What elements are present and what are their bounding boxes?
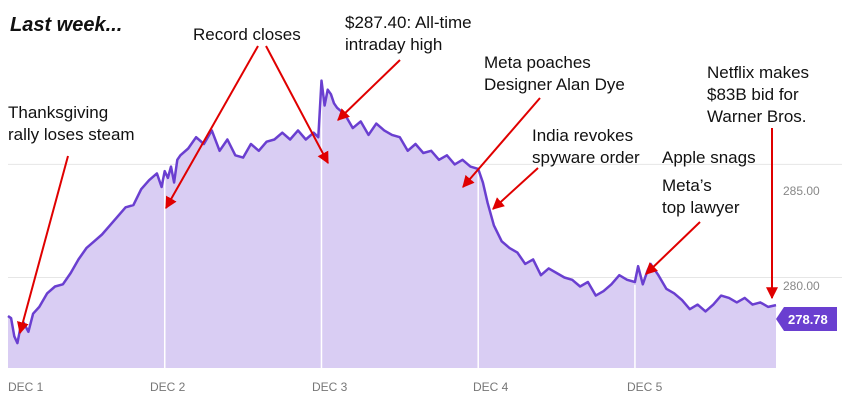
annotations: Thanksgiving rally loses steam Record cl… <box>8 13 809 217</box>
arrow-thanksgiving <box>17 155 69 335</box>
annotation-record-closes: Record closes <box>193 25 301 44</box>
annotation-text: Apple snags <box>662 148 756 167</box>
annotation-text: Warner Bros. <box>707 107 807 126</box>
x-tick-label: DEC 3 <box>312 380 348 394</box>
annotation-arrows <box>17 45 778 335</box>
annotation-text: Designer Alan Dye <box>484 75 625 94</box>
price-area <box>8 80 776 368</box>
annotation-text: Record closes <box>193 25 301 44</box>
x-tick-label: DEC 4 <box>473 380 509 394</box>
annotation-meta-poaches: Meta poaches Designer Alan Dye <box>484 53 625 94</box>
annotation-text: Meta’s <box>662 176 712 195</box>
arrow-apple-snags <box>645 221 701 275</box>
annotation-netflix-bid: Netflix makes $83B bid for Warner Bros. <box>707 63 809 126</box>
annotation-text: $83B bid for <box>707 85 799 104</box>
x-axis: DEC 1 DEC 2 DEC 3 DEC 4 DEC 5 <box>8 380 663 394</box>
y-tick-label: 285.00 <box>783 184 820 198</box>
x-tick-label: DEC 1 <box>8 380 44 394</box>
annotation-text: $287.40: All-time <box>345 13 472 32</box>
annotation-apple-snags: Apple snags Meta’s top lawyer <box>662 148 756 217</box>
annotation-thanksgiving: Thanksgiving rally loses steam <box>8 103 135 144</box>
y-axis: 285.00 280.00 <box>783 184 820 293</box>
annotation-text: Thanksgiving <box>8 103 108 122</box>
annotation-text: top lawyer <box>662 198 740 217</box>
arrow-record-close-2 <box>265 45 329 165</box>
x-tick-label: DEC 2 <box>150 380 186 394</box>
last-price-badge-shape <box>776 307 837 331</box>
arrow-meta-poaches <box>462 97 541 188</box>
chart-title: Last week... <box>10 14 122 36</box>
annotation-text: rally loses steam <box>8 125 135 144</box>
annotation-text: Netflix makes <box>707 63 809 82</box>
last-price-label: 278.78 <box>788 312 828 327</box>
day-dividers <box>163 83 636 368</box>
arrow-india-revokes <box>492 167 539 210</box>
last-price-badge: 278.78 <box>776 307 837 331</box>
x-tick-label: DEC 5 <box>627 380 663 394</box>
annotation-text: India revokes <box>532 126 633 145</box>
annotation-text: Meta poaches <box>484 53 591 72</box>
annotation-india-revokes: India revokes spyware order <box>532 126 640 167</box>
annotation-text: intraday high <box>345 35 442 54</box>
annotation-text: spyware order <box>532 148 640 167</box>
arrow-all-time-high <box>337 59 401 121</box>
y-tick-label: 280.00 <box>783 279 820 293</box>
annotation-all-time-high: $287.40: All-time intraday high <box>345 13 472 54</box>
arrow-record-close-1 <box>165 45 259 210</box>
price-line <box>7 79 777 345</box>
